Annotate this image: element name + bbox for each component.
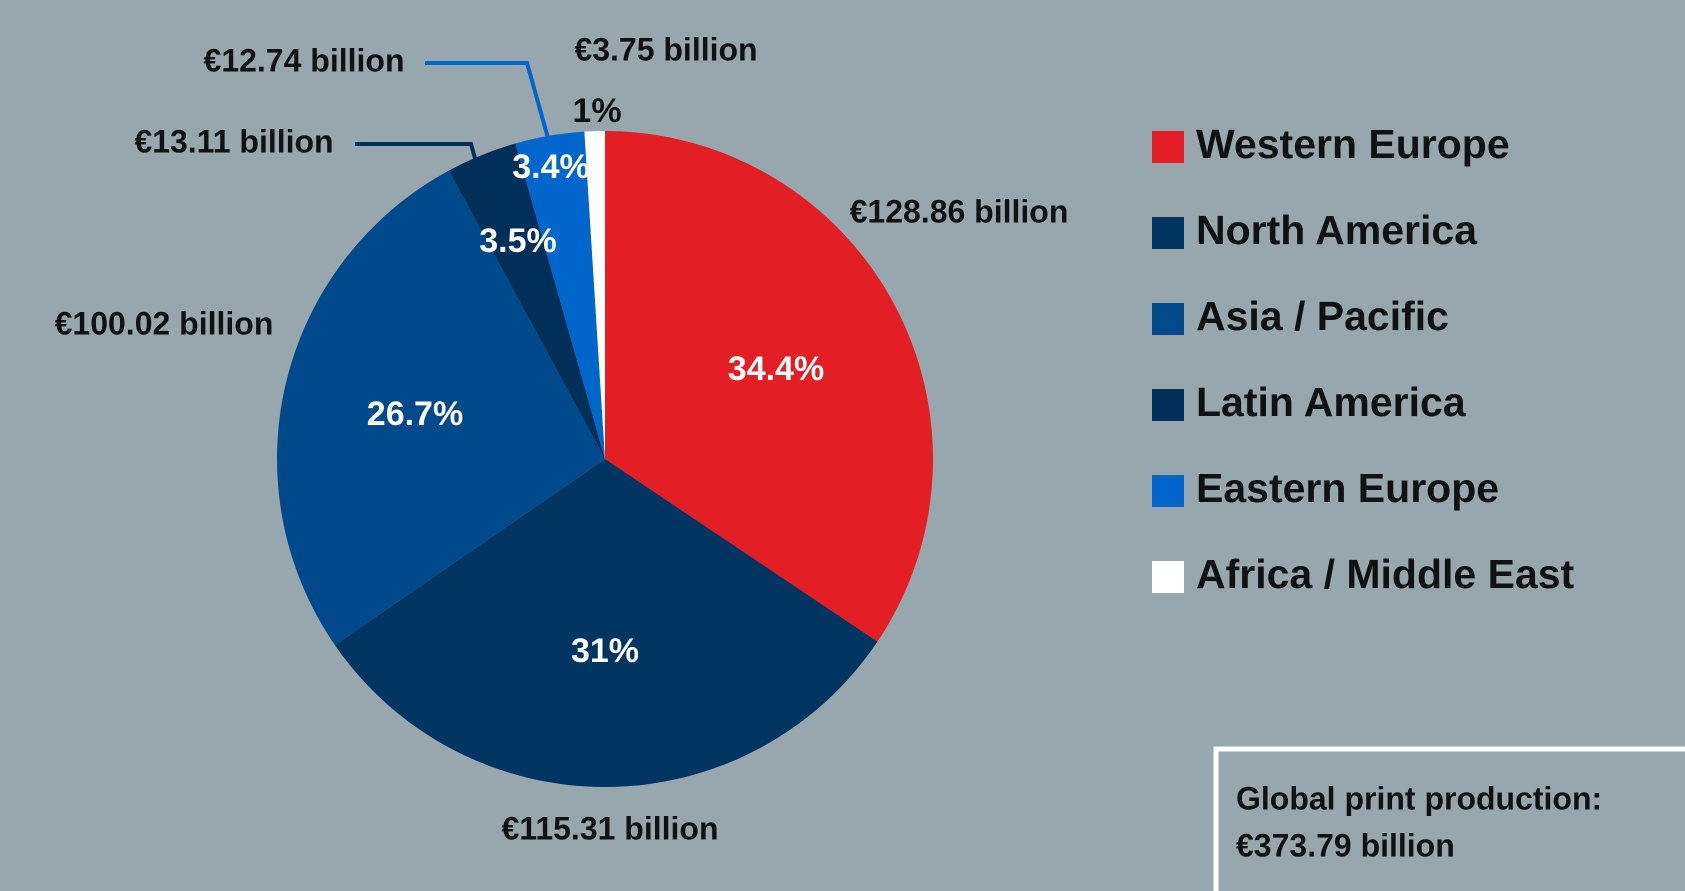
note-title: Global print production: xyxy=(1236,780,1602,816)
pie-slice xyxy=(334,459,878,787)
pie-slice xyxy=(584,131,605,459)
legend-swatch xyxy=(1152,475,1184,507)
value-label: 1% xyxy=(572,92,621,130)
legend-label: Latin America xyxy=(1196,379,1467,425)
legend-swatch xyxy=(1152,131,1184,163)
value-label: 26.7% xyxy=(367,395,463,433)
value-label: 34.4% xyxy=(728,350,824,388)
legend-swatch xyxy=(1152,561,1184,593)
amount-label: €13.11 billion xyxy=(134,123,333,159)
pie-slice xyxy=(448,143,605,459)
pie-slice xyxy=(276,170,605,646)
amount-label: €12.74 billion xyxy=(204,42,405,78)
amount-label: €100.02 billion xyxy=(55,305,274,341)
value-label: 3.4% xyxy=(512,148,590,186)
amount-label: €128.86 billion xyxy=(850,193,1069,229)
legend-swatch xyxy=(1152,303,1184,335)
legend-label: Asia / Pacific xyxy=(1196,293,1449,339)
leader-line xyxy=(425,61,550,139)
legend-swatch xyxy=(1152,217,1184,249)
legend-label: Africa / Middle East xyxy=(1196,551,1575,597)
pie-slice xyxy=(515,131,605,460)
value-label: 31% xyxy=(571,632,639,670)
pie-slice xyxy=(605,131,933,642)
amount-label: €115.31 billion xyxy=(502,810,719,846)
legend-label: North America xyxy=(1196,207,1478,253)
note-box xyxy=(1213,746,1685,891)
value-label: 3.5% xyxy=(479,222,557,260)
legend-label: Eastern Europe xyxy=(1196,465,1499,511)
legend-label: Western Europe xyxy=(1196,121,1510,167)
note-total: €373.79 billion xyxy=(1236,827,1455,863)
legend-swatch xyxy=(1152,389,1184,421)
leader-line xyxy=(355,142,480,170)
amount-label: €3.75 billion xyxy=(574,31,757,67)
